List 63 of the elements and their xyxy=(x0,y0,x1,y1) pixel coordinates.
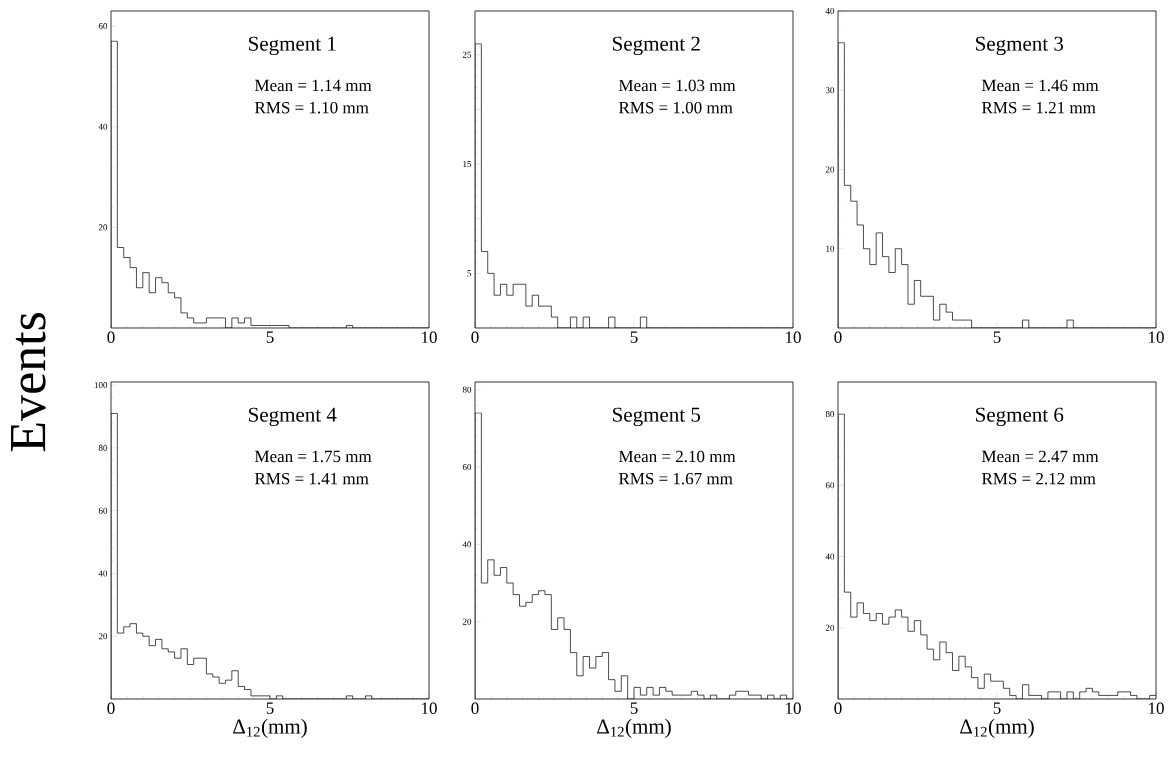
x-tick-label: 0 xyxy=(107,702,115,715)
x-tick-label: 0 xyxy=(834,331,842,344)
y-tick-label: 20 xyxy=(462,618,472,625)
text: Segment 3 xyxy=(976,36,1064,56)
x-tick-label: 10 xyxy=(1149,702,1164,715)
x-tick-label: 5 xyxy=(266,702,274,714)
y-tick-label: 60 xyxy=(98,23,108,30)
annotation: RMS = 1.41 mm xyxy=(254,472,369,485)
annotation: Mean = 2.10 mm xyxy=(618,450,736,463)
annotation: Mean = 1.46 mm xyxy=(981,79,1099,92)
annotation: Mean = 1.03 mm xyxy=(618,79,736,92)
annotation: RMS = 2.12 mm xyxy=(981,472,1096,485)
x-tick-label: 0 xyxy=(834,702,842,715)
annotation: RMS = 1.00 mm xyxy=(618,101,733,114)
y-tick-label: 80 xyxy=(825,411,835,418)
y-tick-label: 20 xyxy=(98,633,108,640)
y-tick-label: 100 xyxy=(94,382,108,389)
text: Segment 5 xyxy=(613,407,701,427)
annotation: RMS = 1.10 mm xyxy=(254,101,369,114)
x-tick-label: 5 xyxy=(993,331,1001,343)
x-axis-title: Δ$_{12}$(mm) xyxy=(233,718,307,738)
annotation: RMS = 1.67 mm xyxy=(618,472,733,485)
y-tick-label: 20 xyxy=(825,166,835,173)
x-tick-label: 0 xyxy=(471,331,479,344)
y-tick-label: 80 xyxy=(98,444,108,451)
annotation: Mean = 2.47 mm xyxy=(981,450,1099,463)
text: Segment 6 xyxy=(976,407,1064,427)
y-tick-label: 60 xyxy=(98,507,108,514)
y-tick-label: 20 xyxy=(98,224,108,231)
x-tick-label: 5 xyxy=(993,702,1001,714)
y-tick-label: 20 xyxy=(825,624,835,631)
text: Segment 4 xyxy=(249,407,337,427)
text: Segment 1 xyxy=(249,36,336,56)
y-tick-label: 5 xyxy=(467,270,472,277)
x-axis-title: Δ$_{12}$(mm) xyxy=(960,718,1034,738)
x-tick-label: 10 xyxy=(786,331,801,344)
y-tick-label: 40 xyxy=(462,541,472,548)
x-tick-label: 0 xyxy=(471,702,479,715)
x-tick-label: 5 xyxy=(266,331,274,343)
annotation: Mean = 1.14 mm xyxy=(254,79,372,92)
y-axis-title: Events xyxy=(11,312,46,452)
y-tick-label: 25 xyxy=(462,51,472,58)
y-tick-label: 40 xyxy=(98,570,108,577)
y-tick-label: 40 xyxy=(825,7,835,15)
x-tick-label: 5 xyxy=(630,331,638,343)
annotation: RMS = 1.21 mm xyxy=(981,101,1096,114)
x-tick-label: 0 xyxy=(107,331,115,344)
x-tick-label: 10 xyxy=(421,331,437,344)
y-tick-label: 15 xyxy=(463,161,472,168)
x-tick-label: 5 xyxy=(630,702,638,714)
x-tick-label: 10 xyxy=(1149,331,1164,344)
x-tick-label: 10 xyxy=(422,702,437,715)
y-tick-label: 40 xyxy=(825,553,835,560)
y-tick-label: 60 xyxy=(462,464,472,471)
y-tick-label: 80 xyxy=(462,386,472,393)
y-tick-label: 60 xyxy=(825,482,835,489)
y-tick-label: 40 xyxy=(98,123,108,130)
annotation: Mean = 1.75 mm xyxy=(254,450,372,463)
text: Segment 2 xyxy=(613,36,700,56)
y-tick-label: 30 xyxy=(825,87,835,94)
x-axis-title: Δ$_{12}$(mm) xyxy=(597,718,671,738)
y-tick-label: 10 xyxy=(826,245,835,252)
x-tick-label: 10 xyxy=(786,702,801,715)
